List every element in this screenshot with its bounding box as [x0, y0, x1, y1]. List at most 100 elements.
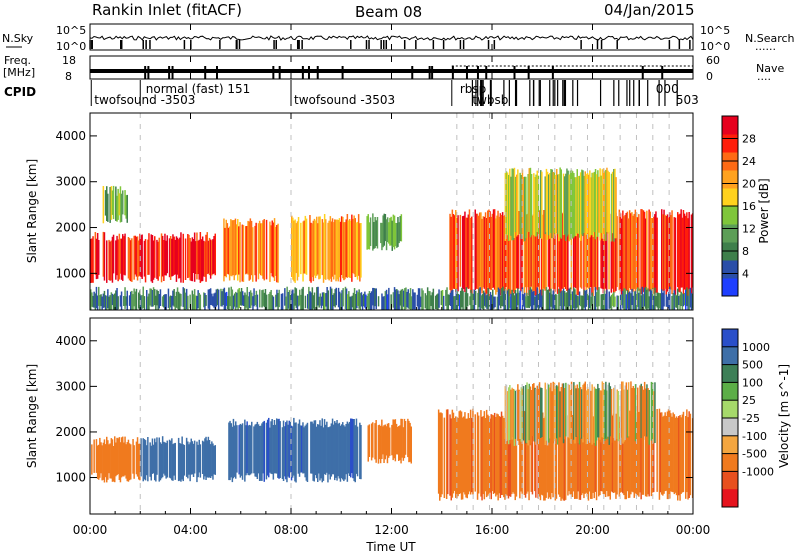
range-gate-column: [477, 215, 480, 297]
range-gate-column: [191, 290, 194, 310]
range-gate-column: [514, 390, 517, 439]
range-gate-column: [221, 291, 223, 307]
range-gate-column: [463, 215, 465, 289]
range-gate-column: [149, 288, 151, 306]
range-gate-column: [98, 444, 100, 480]
power-colorbar-band: [722, 116, 738, 135]
range-gate-column: [550, 288, 552, 307]
range-gate-column: [235, 291, 237, 310]
range-gate-column: [352, 292, 355, 310]
range-gate-column: [661, 209, 663, 291]
range-gate-column: [158, 237, 160, 277]
range-gate-column: [682, 294, 685, 307]
range-gate-column: [526, 292, 528, 308]
range-gate-column: [211, 240, 213, 276]
range-gate-column: [501, 212, 504, 296]
range-gate-column: [535, 174, 537, 237]
range-gate-column: [567, 170, 569, 235]
range-gate-column: [216, 288, 219, 306]
range-gate-column: [659, 293, 662, 310]
range-gate-column: [505, 217, 507, 287]
range-gate-column: [688, 411, 690, 498]
range-gate-column: [101, 445, 103, 481]
range-gate-column: [117, 296, 119, 310]
range-gate-column: [160, 443, 163, 479]
range-gate-column: [680, 291, 682, 306]
range-gate-column: [607, 418, 609, 497]
range-gate-column: [125, 195, 127, 219]
range-gate-column: [177, 291, 180, 310]
range-gate-column: [606, 390, 608, 440]
range-gate-column: [263, 292, 266, 308]
range-gate-column: [625, 294, 628, 310]
range-gate-column: [650, 290, 653, 310]
range-gate-column: [258, 426, 261, 481]
range-gate-column: [183, 288, 186, 310]
range-gate-column: [579, 172, 582, 241]
range-gate-column: [182, 287, 184, 307]
range-gate-column: [595, 389, 598, 441]
range-gate-column: [190, 438, 192, 475]
range-gate-column: [209, 288, 212, 305]
range-gate-column: [173, 236, 175, 275]
range-gate-column: [608, 209, 610, 290]
range-gate-column: [558, 288, 560, 310]
range-gate-column: [498, 416, 500, 494]
range-gate-column: [569, 390, 572, 444]
range-gate-column: [308, 286, 310, 310]
range-gate-column: [212, 296, 214, 307]
range-gate-column: [347, 294, 349, 310]
range-gate-column: [367, 425, 369, 462]
range-gate-column: [600, 390, 602, 443]
range-gate-column: [626, 411, 629, 492]
range-gate-column: [654, 214, 656, 291]
range-gate-column: [500, 214, 503, 294]
range-gate-column: [396, 426, 399, 455]
range-gate-column: [317, 424, 319, 482]
y-tick-label: 4000: [55, 129, 86, 143]
range-gate-column: [558, 216, 560, 287]
range-gate-column: [653, 216, 655, 294]
range-gate-column: [426, 287, 429, 310]
range-gate-column: [592, 213, 594, 297]
range-gate-column: [669, 212, 671, 292]
range-gate-column: [169, 295, 172, 308]
range-gate-column: [549, 387, 551, 439]
range-gate-column: [140, 295, 142, 310]
range-gate-column: [532, 384, 534, 437]
range-gate-column: [255, 423, 257, 477]
range-gate-column: [609, 296, 612, 309]
range-gate-column: [685, 289, 687, 310]
range-gate-column: [482, 290, 485, 310]
range-gate-column: [321, 219, 324, 276]
range-gate-column: [679, 415, 681, 501]
range-gate-column: [164, 294, 166, 310]
range-gate-column: [280, 293, 283, 310]
range-gate-column: [609, 386, 612, 437]
range-gate-column: [405, 287, 407, 309]
range-gate-column: [366, 216, 368, 250]
range-gate-column: [312, 220, 315, 282]
range-gate-column: [191, 441, 194, 475]
range-gate-column: [172, 444, 174, 481]
range-gate-column: [630, 293, 632, 310]
range-gate-column: [231, 220, 233, 277]
range-gate-column: [386, 423, 389, 464]
range-gate-column: [120, 437, 123, 478]
range-gate-column: [348, 421, 351, 476]
range-gate-column: [331, 218, 334, 277]
range-gate-column: [575, 210, 577, 289]
range-gate-column: [107, 289, 109, 309]
range-gate-column: [338, 422, 341, 479]
range-gate-column: [465, 287, 468, 310]
noise-right-hi: 10^5: [700, 24, 730, 37]
range-gate-column: [199, 232, 202, 283]
range-gate-column: [507, 214, 510, 295]
range-gate-column: [310, 421, 312, 474]
range-gate-column: [191, 237, 194, 282]
range-gate-column: [374, 423, 376, 460]
range-gate-column: [659, 412, 662, 493]
range-gate-column: [619, 213, 622, 292]
range-gate-column: [292, 289, 294, 310]
